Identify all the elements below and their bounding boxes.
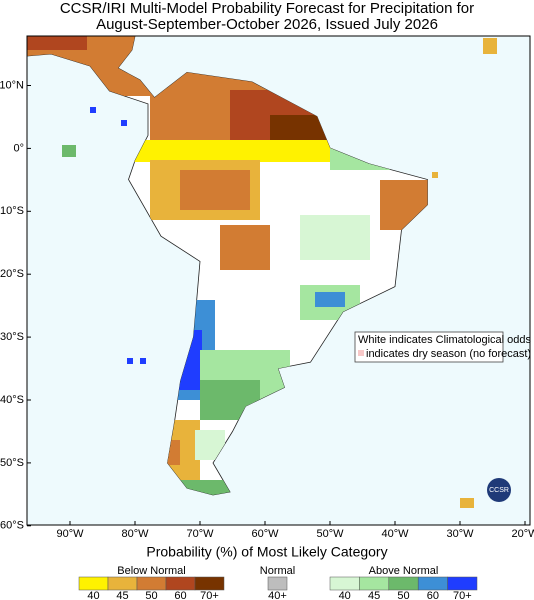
lat-tick-label: 0° — [13, 142, 24, 154]
island-patch — [432, 172, 438, 178]
legend-swatch — [78, 576, 109, 591]
annotation-box — [354, 331, 504, 363]
island-patch — [127, 358, 133, 364]
lon-tick-label: 60°W — [251, 528, 279, 540]
lat-tick-label: 10°S — [0, 205, 24, 217]
legend-swatch — [107, 576, 138, 591]
island-patch — [121, 120, 127, 126]
legend-group-name: Above Normal — [369, 565, 439, 577]
legend-label: 60 — [174, 590, 186, 600]
lat-tick-label: 20°S — [0, 268, 24, 280]
legend-label: 70+ — [453, 590, 472, 600]
lon-tick-label: 40°W — [381, 528, 409, 540]
logo-text: CCSR — [489, 487, 509, 494]
legend-swatch — [388, 576, 419, 591]
legend-label: 40+ — [268, 590, 287, 600]
lat-tick-label: 40°S — [0, 394, 24, 406]
legend-swatch — [165, 576, 196, 591]
annotation: White indicates Climatological odds — [358, 334, 532, 346]
lat-tick-label: 50°S — [0, 457, 24, 469]
lon-tick-label: 30°W — [446, 528, 474, 540]
legend-label: 40 — [339, 590, 351, 600]
legend-swatch — [329, 576, 360, 591]
legend-swatch — [267, 576, 288, 591]
legend-label: 40 — [87, 590, 99, 600]
legend-swatch — [359, 576, 390, 591]
lon-tick-label: 50°W — [316, 528, 344, 540]
island-patch — [62, 145, 76, 157]
island-patch — [90, 107, 96, 113]
lat-tick-label: 10°N — [0, 79, 24, 91]
legend-swatch — [447, 576, 478, 591]
lon-tick-label: 90°W — [56, 528, 84, 540]
lat-tick-label: 60°S — [0, 520, 24, 532]
island-patch — [483, 38, 497, 54]
island-patch — [140, 358, 146, 364]
legend-swatch — [136, 576, 167, 591]
island-patch — [460, 498, 474, 508]
lon-tick-label: 20°W — [511, 528, 534, 540]
legend-label: 70+ — [200, 590, 219, 600]
map-frame — [26, 35, 531, 526]
legend: Below Normal 40 45 50 60 70+ Normal 40+ Above No… — [78, 565, 478, 600]
legend-label: 45 — [116, 590, 128, 600]
lon-tick-label: 70°W — [186, 528, 214, 540]
logo — [487, 478, 511, 502]
legend-swatch — [417, 576, 448, 591]
legend-title: Probability (%) of Most Likely Category — [146, 544, 387, 560]
legend-label: 45 — [368, 590, 380, 600]
legend-group-name: Below Normal — [117, 565, 185, 577]
title-line: CCSR/IRI Multi-Model Probability Forecas… — [60, 0, 474, 17]
legend-swatch — [194, 576, 225, 591]
annotation: indicates dry season (no forecast) — [366, 348, 531, 360]
title-line: August-September-October 2026, Issued Ju… — [96, 16, 438, 33]
dry-season-swatch — [358, 350, 364, 356]
legend-label: 50 — [145, 590, 157, 600]
legend-label: 50 — [397, 590, 409, 600]
lat-tick-label: 30°S — [0, 331, 24, 343]
map — [27, 36, 530, 525]
lon-tick-label: 80°W — [121, 528, 149, 540]
legend-group-name: Normal — [260, 565, 295, 577]
legend-label: 60 — [427, 590, 439, 600]
axis-ticks: 10°N 0° 10°S 20°S 30°S 40°S 50°S 60°S 90°W 80°W 70… — [0, 79, 534, 540]
